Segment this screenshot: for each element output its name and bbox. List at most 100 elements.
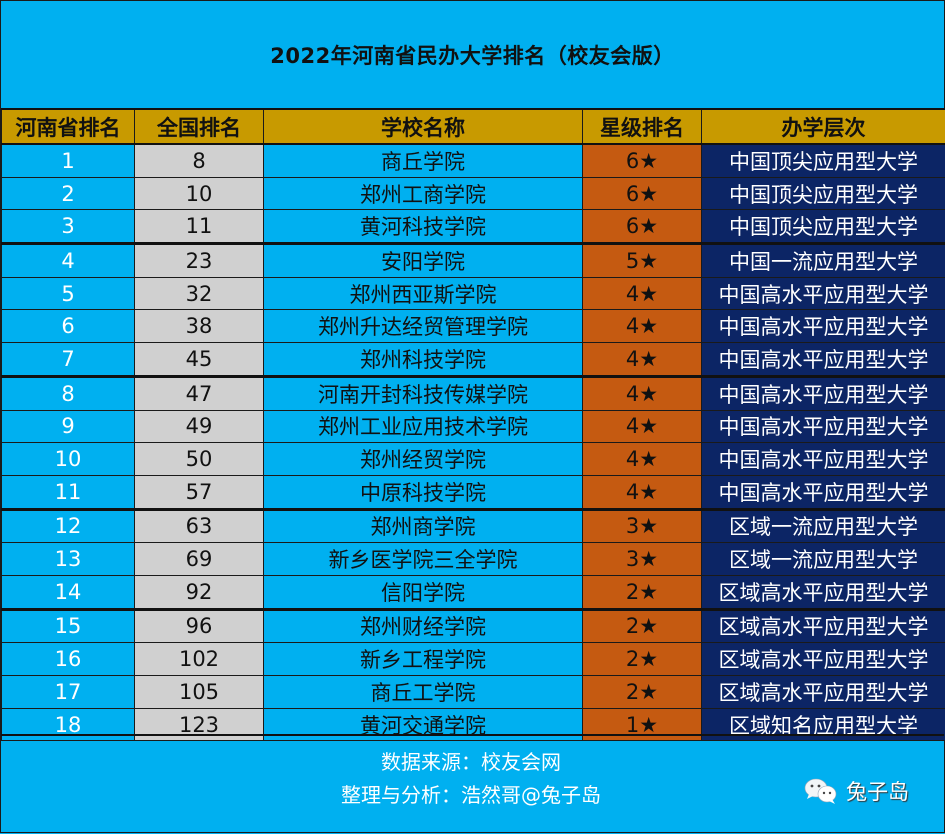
province-rank-cell: 1 (2, 144, 135, 177)
school-name-cell: 郑州工商学院 (264, 177, 583, 210)
star-rank-cell: 4★ (583, 410, 702, 443)
school-level-cell: 中国高水平应用型大学 (702, 376, 945, 410)
school-level-cell: 中国一流应用型大学 (702, 244, 945, 278)
data-source-text: 数据来源：校友会网 (301, 746, 641, 779)
school-name-cell: 郑州经贸学院 (264, 443, 583, 476)
school-name-cell: 郑州科技学院 (264, 343, 583, 377)
province-rank-cell: 8 (2, 376, 135, 410)
school-name-cell: 商丘工学院 (264, 676, 583, 709)
header-school-name: 学校名称 (264, 109, 583, 144)
star-rank-cell: 2★ (583, 643, 702, 676)
school-name-cell: 新乡医学院三全学院 (264, 543, 583, 576)
star-rank-cell: 6★ (583, 210, 702, 244)
national-rank-cell: 63 (135, 509, 264, 543)
national-rank-cell: 69 (135, 543, 264, 576)
province-rank-cell: 14 (2, 575, 135, 609)
province-rank-cell: 10 (2, 443, 135, 476)
province-rank-cell: 17 (2, 676, 135, 709)
table-header-row: 河南省排名 全国排名 学校名称 星级排名 办学层次 (2, 109, 945, 144)
school-level-cell: 区域高水平应用型大学 (702, 609, 945, 643)
star-rank-cell: 4★ (583, 376, 702, 410)
star-rank-cell: 4★ (583, 277, 702, 310)
school-level-cell: 中国高水平应用型大学 (702, 310, 945, 343)
national-rank-cell: 49 (135, 410, 264, 443)
credit-text: 整理与分析：浩然哥@兔子岛 (301, 779, 641, 812)
province-rank-cell: 6 (2, 310, 135, 343)
school-level-cell: 中国顶尖应用型大学 (702, 144, 945, 177)
star-rank-cell: 6★ (583, 177, 702, 210)
national-rank-cell: 8 (135, 144, 264, 177)
national-rank-cell: 102 (135, 643, 264, 676)
province-rank-cell: 4 (2, 244, 135, 278)
star-rank-cell: 4★ (583, 343, 702, 377)
national-rank-cell: 92 (135, 575, 264, 609)
school-name-cell: 黄河科技学院 (264, 210, 583, 244)
school-level-cell: 中国顶尖应用型大学 (702, 177, 945, 210)
school-name-cell: 新乡工程学院 (264, 643, 583, 676)
school-name-cell: 中原科技学院 (264, 475, 583, 509)
province-rank-cell: 9 (2, 410, 135, 443)
province-rank-cell: 11 (2, 475, 135, 509)
school-level-cell: 中国高水平应用型大学 (702, 475, 945, 509)
school-level-cell: 中国顶尖应用型大学 (702, 210, 945, 244)
school-level-cell: 区域一流应用型大学 (702, 543, 945, 576)
header-star-rank: 星级排名 (583, 109, 702, 144)
school-name-cell: 郑州升达经贸管理学院 (264, 310, 583, 343)
province-rank-cell: 13 (2, 543, 135, 576)
national-rank-cell: 50 (135, 443, 264, 476)
school-name-cell: 河南开封科技传媒学院 (264, 376, 583, 410)
school-name-cell: 安阳学院 (264, 244, 583, 278)
school-name-cell: 信阳学院 (264, 575, 583, 609)
star-rank-cell: 3★ (583, 509, 702, 543)
brand-name: 兔子岛 (846, 776, 909, 806)
header-national-rank: 全国排名 (135, 109, 264, 144)
school-level-cell: 中国高水平应用型大学 (702, 277, 945, 310)
star-rank-cell: 4★ (583, 475, 702, 509)
school-name-cell: 郑州工业应用技术学院 (264, 410, 583, 443)
province-rank-cell: 16 (2, 643, 135, 676)
province-rank-cell: 15 (2, 609, 135, 643)
national-rank-cell: 96 (135, 609, 264, 643)
province-rank-cell: 12 (2, 509, 135, 543)
wechat-icon (804, 777, 838, 805)
star-rank-cell: 4★ (583, 310, 702, 343)
star-rank-cell: 3★ (583, 543, 702, 576)
province-rank-cell: 7 (2, 343, 135, 377)
wechat-brand: 兔子岛 (804, 776, 909, 806)
province-rank-cell: 5 (2, 277, 135, 310)
school-name-cell: 郑州财经学院 (264, 609, 583, 643)
header-province-rank: 河南省排名 (2, 109, 135, 144)
national-rank-cell: 10 (135, 177, 264, 210)
star-rank-cell: 2★ (583, 575, 702, 609)
province-rank-cell: 2 (2, 177, 135, 210)
school-name-cell: 商丘学院 (264, 144, 583, 177)
page-title: 2022年河南省民办大学排名（校友会版） (1, 1, 944, 108)
school-level-cell: 中国高水平应用型大学 (702, 343, 945, 377)
national-rank-cell: 11 (135, 210, 264, 244)
school-name-cell: 郑州西亚斯学院 (264, 277, 583, 310)
star-rank-cell: 6★ (583, 144, 702, 177)
footer: 数据来源：校友会网 整理与分析：浩然哥@兔子岛 兔子岛 (1, 734, 944, 834)
star-rank-cell: 4★ (583, 443, 702, 476)
national-rank-cell: 45 (135, 343, 264, 377)
national-rank-cell: 47 (135, 376, 264, 410)
school-level-cell: 中国高水平应用型大学 (702, 443, 945, 476)
